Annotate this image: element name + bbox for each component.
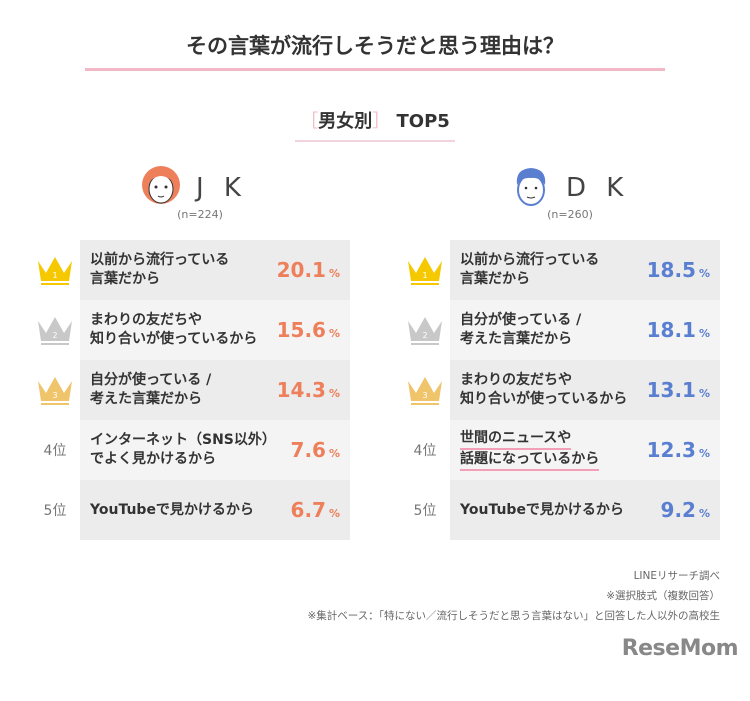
crown-rank-1-icon: 1 (30, 240, 80, 300)
sample-size: (n=224) (177, 208, 223, 221)
rank-label: 5位 (413, 503, 437, 519)
table-row: 自分が使っている / 考えた言葉だから 14.3% (80, 360, 350, 420)
group-name: D K (566, 173, 630, 203)
percentage-value: 18.1% (646, 318, 710, 342)
group-name: J K (196, 173, 247, 203)
table-row: 世間のニュースや 話題になっているから 12.3% (450, 420, 720, 480)
rank-label: 5位 (43, 503, 67, 519)
sample-size: (n=260) (547, 208, 593, 221)
subtitle-underline (295, 140, 455, 142)
reason-label: 以前から流行っている 言葉だから (90, 252, 230, 287)
percentage-value: 14.3% (276, 378, 340, 402)
reason-label: インターネット（SNS以外） でよく見かけるから (90, 432, 276, 467)
table-row: インターネット（SNS以外） でよく見かけるから 7.6% (80, 420, 350, 480)
dk-header: D K (510, 165, 629, 211)
subtitle-label: 男女別 (318, 111, 373, 132)
table-row: まわりの友だちや 知り合いが使っているから 13.1% (450, 360, 720, 420)
percentage-value: 13.1% (646, 378, 710, 402)
reason-label: まわりの友だちや 知り合いが使っているから (90, 312, 258, 347)
reason-label: YouTubeで見かけるから (90, 501, 254, 518)
crown-rank-2-icon: 2 (400, 300, 450, 360)
bracket-open: ［ (300, 111, 319, 132)
rank-label: 4位 (413, 443, 437, 459)
crown-rank-3-icon: 3 (30, 360, 80, 420)
rank-label: 4位 (43, 443, 67, 459)
reason-label: 世間のニュースや 話題になっているから (460, 429, 600, 471)
boy-avatar-icon (510, 165, 552, 211)
method-note: ※選択肢式（複数回答） (606, 590, 720, 602)
svg-text:2: 2 (422, 331, 427, 340)
base-note: ※集計ベース：「特にない／流行しそうだと思う言葉はない」と回答した人以外の高校生 (307, 610, 720, 622)
percentage-value: 7.6% (290, 438, 340, 462)
percentage-value: 9.2% (660, 498, 710, 522)
title-underline (85, 68, 665, 71)
percentage-value: 6.7% (290, 498, 340, 522)
girl-avatar-icon (140, 165, 182, 211)
subtitle-suffix: TOP5 (396, 111, 450, 132)
percentage-value: 18.5% (646, 258, 710, 282)
crown-rank-3-icon: 3 (400, 360, 450, 420)
table-row: まわりの友だちや 知り合いが使っているから 15.6% (80, 300, 350, 360)
percentage-value: 12.3% (646, 438, 710, 462)
page-title: その言葉が流行しそうだと思う理由は？ (186, 34, 564, 58)
table-row: YouTubeで見かけるから 6.7% (80, 480, 350, 540)
reason-label: 以前から流行っている 言葉だから (460, 252, 600, 287)
reason-label: YouTubeで見かけるから (460, 501, 624, 518)
subtitle: ［男女別］ TOP5 (0, 107, 750, 133)
svg-text:1: 1 (422, 271, 427, 280)
reason-label: まわりの友だちや 知り合いが使っているから (460, 372, 628, 407)
reason-label: 自分が使っている / 考えた言葉だから (460, 312, 582, 347)
table-row: YouTubeで見かけるから 9.2% (450, 480, 720, 540)
source-note: LINEリサーチ調べ (633, 570, 720, 582)
table-row: 以前から流行っている 言葉だから 18.5% (450, 240, 720, 300)
jk-header: J K (140, 165, 247, 211)
svg-text:3: 3 (52, 391, 57, 400)
percentage-value: 15.6% (276, 318, 340, 342)
crown-rank-2-icon: 2 (30, 300, 80, 360)
reason-label: 自分が使っている / 考えた言葉だから (90, 372, 212, 407)
table-row: 以前から流行っている 言葉だから 20.1% (80, 240, 350, 300)
table-row: 自分が使っている / 考えた言葉だから 18.1% (450, 300, 720, 360)
svg-text:1: 1 (52, 271, 57, 280)
percentage-value: 20.1% (276, 258, 340, 282)
resemom-logo: ReseMom (621, 636, 739, 661)
crown-rank-1-icon: 1 (400, 240, 450, 300)
svg-text:2: 2 (52, 331, 57, 340)
bracket-close: ］ (372, 111, 391, 132)
svg-text:3: 3 (422, 391, 427, 400)
